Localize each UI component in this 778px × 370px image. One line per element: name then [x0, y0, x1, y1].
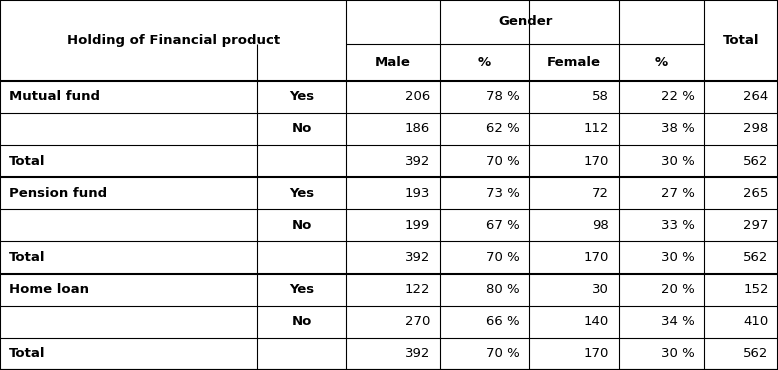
Text: 392: 392: [405, 155, 430, 168]
Text: Home loan: Home loan: [9, 283, 89, 296]
Text: 170: 170: [584, 155, 609, 168]
Text: 264: 264: [744, 90, 769, 103]
Text: 66 %: 66 %: [486, 315, 520, 328]
Text: 22 %: 22 %: [661, 90, 695, 103]
Text: 392: 392: [405, 347, 430, 360]
Text: 78 %: 78 %: [486, 90, 520, 103]
Text: 30 %: 30 %: [661, 155, 695, 168]
Text: Holding of Financial product: Holding of Financial product: [67, 34, 279, 47]
Text: Total: Total: [9, 347, 46, 360]
Text: Total: Total: [9, 155, 46, 168]
Text: 98: 98: [592, 219, 609, 232]
Text: 73 %: 73 %: [485, 187, 520, 200]
Text: 38 %: 38 %: [661, 122, 695, 135]
Text: 152: 152: [743, 283, 769, 296]
Text: 140: 140: [584, 315, 609, 328]
Text: Yes: Yes: [289, 283, 314, 296]
Text: 562: 562: [743, 251, 769, 264]
Text: 33 %: 33 %: [661, 219, 695, 232]
Text: 392: 392: [405, 251, 430, 264]
Text: %: %: [478, 56, 491, 69]
Text: 298: 298: [744, 122, 769, 135]
Text: 80 %: 80 %: [486, 283, 520, 296]
Text: 70 %: 70 %: [486, 251, 520, 264]
Text: 206: 206: [405, 90, 430, 103]
Text: 30 %: 30 %: [661, 251, 695, 264]
Text: 170: 170: [584, 251, 609, 264]
Text: 70 %: 70 %: [486, 347, 520, 360]
Text: 30 %: 30 %: [661, 347, 695, 360]
Text: 20 %: 20 %: [661, 283, 695, 296]
Text: 62 %: 62 %: [486, 122, 520, 135]
Text: 193: 193: [405, 187, 430, 200]
Text: 186: 186: [405, 122, 430, 135]
Text: 170: 170: [584, 347, 609, 360]
Text: No: No: [291, 219, 312, 232]
Text: Mutual fund: Mutual fund: [9, 90, 100, 103]
Text: No: No: [291, 315, 312, 328]
Text: 562: 562: [743, 347, 769, 360]
Text: 199: 199: [405, 219, 430, 232]
Text: Yes: Yes: [289, 90, 314, 103]
Text: Gender: Gender: [498, 15, 552, 28]
Text: 70 %: 70 %: [486, 155, 520, 168]
Text: 297: 297: [743, 219, 769, 232]
Text: 562: 562: [743, 155, 769, 168]
Text: 265: 265: [743, 187, 769, 200]
Text: 67 %: 67 %: [486, 219, 520, 232]
Text: Male: Male: [375, 56, 411, 69]
Text: 122: 122: [405, 283, 430, 296]
Text: Pension fund: Pension fund: [9, 187, 107, 200]
Text: 270: 270: [405, 315, 430, 328]
Text: 72: 72: [592, 187, 609, 200]
Text: 112: 112: [584, 122, 609, 135]
Text: 410: 410: [744, 315, 769, 328]
Text: Female: Female: [547, 56, 601, 69]
Text: 30: 30: [592, 283, 609, 296]
Text: 34 %: 34 %: [661, 315, 695, 328]
Text: Yes: Yes: [289, 187, 314, 200]
Text: %: %: [655, 56, 668, 69]
Text: No: No: [291, 122, 312, 135]
Text: 58: 58: [592, 90, 609, 103]
Text: 27 %: 27 %: [661, 187, 695, 200]
Text: Total: Total: [723, 34, 759, 47]
Text: Total: Total: [9, 251, 46, 264]
